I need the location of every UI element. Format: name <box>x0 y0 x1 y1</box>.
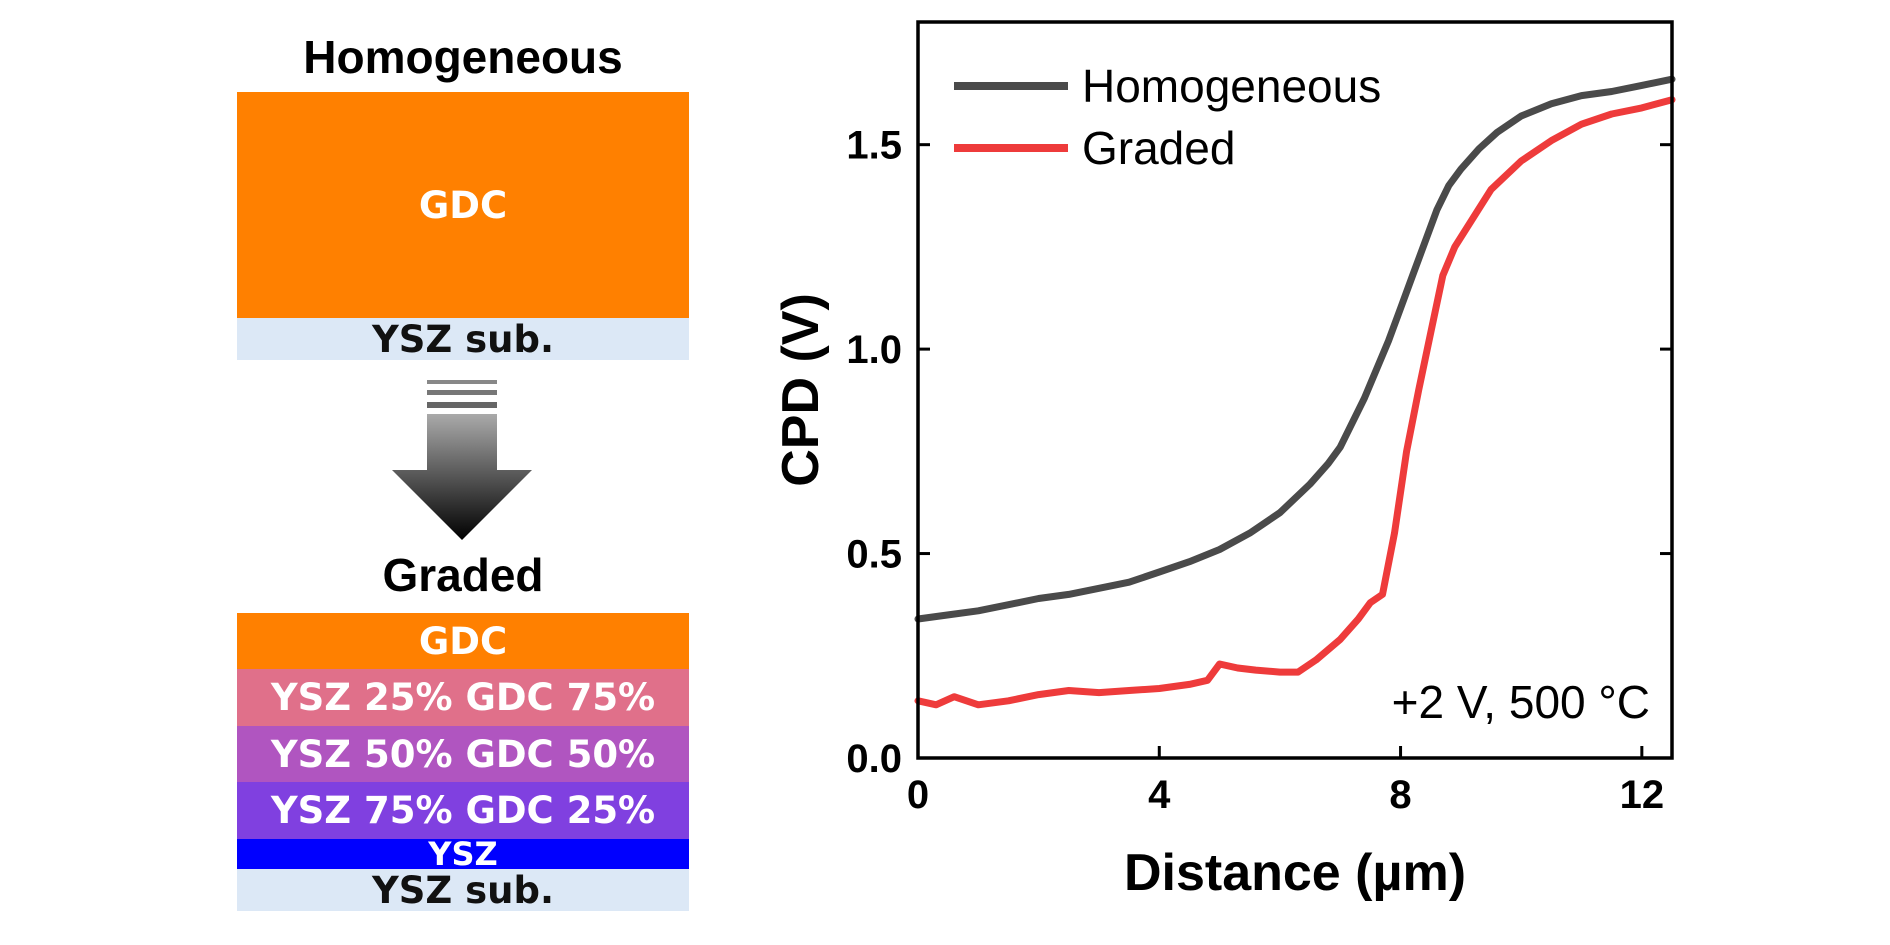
homogeneous-substrate-layer: YSZ sub. <box>237 318 689 360</box>
y-axis-title: CPD (V) <box>772 293 830 487</box>
series-line-graded <box>914 96 1676 709</box>
graded-substrate-layer: YSZ sub. <box>237 869 689 911</box>
graded-ysz-layer: YSZ <box>237 839 689 869</box>
y-tick-label: 0.5 <box>846 533 902 577</box>
x-tick-label: 0 <box>907 773 929 817</box>
legend: Homogeneous Graded <box>954 60 1381 174</box>
axis-ticks: 0 4 8 12 0.0 0.5 1.0 1.5 <box>846 124 1672 817</box>
series-line-homogeneous <box>914 75 1676 623</box>
x-tick-label: 8 <box>1389 773 1411 817</box>
graded-title: Graded <box>382 549 544 601</box>
legend-label: Graded <box>1082 122 1235 174</box>
graded-gdc-layer: GDC <box>237 613 689 669</box>
layer-label: YSZ sub. <box>371 318 555 360</box>
y-tick-label: 1.5 <box>846 124 902 168</box>
layer-label: YSZ <box>428 839 498 869</box>
legend-label: Homogeneous <box>1082 60 1381 112</box>
x-axis-title: Distance (µm) <box>1124 844 1466 902</box>
plot-frame <box>916 20 1674 760</box>
layer-label: YSZ 75% GDC 25% <box>270 789 656 832</box>
condition-annotation: +2 V, 500 °C <box>1392 676 1650 728</box>
layer-label: YSZ 50% GDC 50% <box>270 732 656 776</box>
series-lines <box>914 75 1676 709</box>
down-arrow-icon <box>392 380 532 540</box>
x-tick-label: 4 <box>1148 773 1171 817</box>
x-tick-label: 12 <box>1620 773 1665 817</box>
graded-ysz25-layer: YSZ 25% GDC 75% <box>237 669 689 726</box>
layer-label: YSZ sub. <box>371 869 555 911</box>
y-tick-label: 1.0 <box>846 328 902 372</box>
layer-label: GDC <box>418 619 508 663</box>
layer-label: YSZ 25% GDC 75% <box>270 676 656 719</box>
y-tick-label: 0.0 <box>846 737 902 781</box>
layer-label: GDC <box>418 183 508 227</box>
homogeneous-gdc-layer: GDC <box>237 92 689 318</box>
graded-ysz75-layer: YSZ 75% GDC 25% <box>237 782 689 839</box>
graded-ysz50-layer: YSZ 50% GDC 50% <box>237 726 689 782</box>
homogeneous-title: Homogeneous <box>303 31 623 83</box>
layer-schematic: Homogeneous GDC YSZ sub. Graded GDC YSZ … <box>0 0 700 945</box>
